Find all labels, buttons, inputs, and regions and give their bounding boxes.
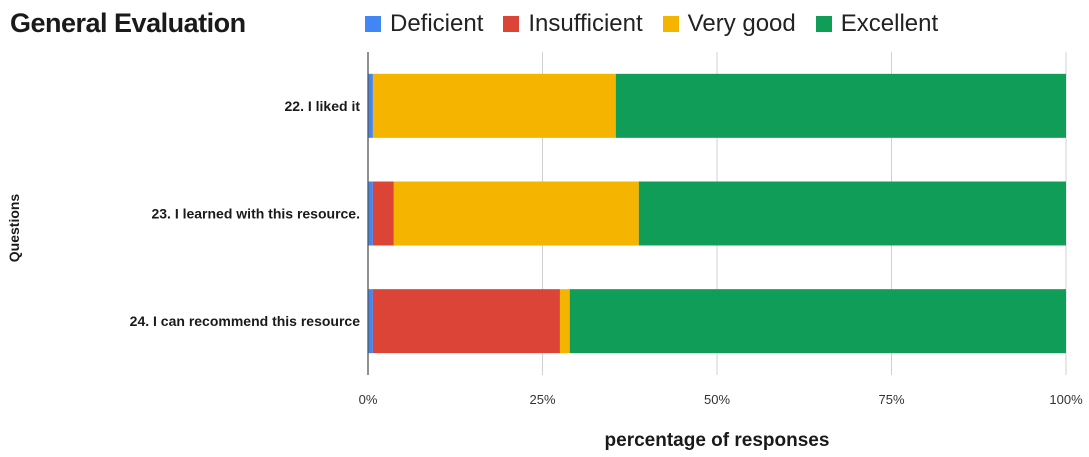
bar-segment (559, 289, 570, 354)
bar-segment (372, 289, 560, 354)
legend-item-very-good: Very good (662, 10, 796, 38)
x-tick-label: 0% (359, 392, 378, 407)
x-tick-label: 25% (529, 392, 555, 407)
legend-swatch-insufficient (503, 16, 520, 32)
legend-label-insufficient: Insufficient (528, 10, 643, 37)
bar-segment (368, 289, 373, 354)
bar-segment (372, 181, 394, 246)
legend-item-deficient: Deficient (365, 10, 483, 38)
x-tick-label: 75% (878, 392, 904, 407)
x-tick-label: 100% (1049, 392, 1083, 407)
category-label: 23. I learned with this resource. (151, 206, 360, 222)
x-tick-label: 50% (704, 392, 730, 407)
legend-label-deficient: Deficient (390, 10, 484, 37)
legend: Deficient Insufficient Very good Excelle… (365, 10, 958, 38)
bar-segment (368, 73, 373, 138)
bar-segment (372, 73, 616, 138)
x-axis-title: percentage of responses (604, 430, 830, 451)
bar-segment (615, 73, 1066, 138)
legend-swatch-excellent (815, 16, 832, 32)
legend-item-insufficient: Insufficient (503, 10, 643, 38)
category-label: 22. I liked it (285, 98, 361, 114)
chart-title: General Evaluation (10, 8, 246, 38)
bar-segment (368, 181, 373, 246)
legend-swatch-deficient (365, 16, 381, 32)
bar-segment (638, 181, 1066, 246)
legend-item-excellent: Excellent (815, 10, 939, 38)
bar-segment (569, 289, 1066, 354)
legend-label-excellent: Excellent (840, 10, 939, 37)
legend-swatch-very-good (662, 16, 679, 32)
category-label: 24. I can recommend this resource (130, 313, 361, 329)
bar-segment (393, 181, 639, 246)
legend-label-very-good: Very good (687, 10, 796, 37)
